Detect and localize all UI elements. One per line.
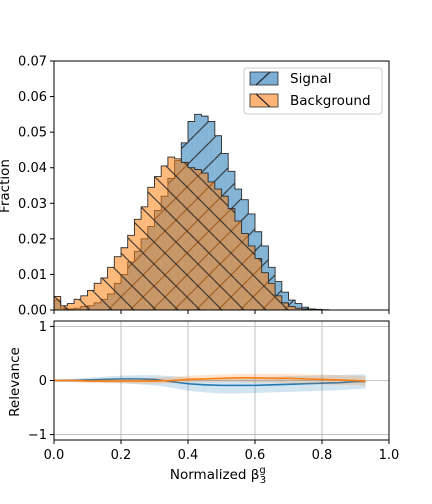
top-y-tick-label: 0.01: [18, 268, 47, 283]
histogram-bar-hatch: [121, 247, 128, 310]
x-axis-label-sup: g: [259, 465, 265, 476]
histogram-bar-hatch: [141, 206, 148, 310]
histogram-bar-hatch: [288, 300, 296, 310]
histogram-bar-hatch: [181, 162, 188, 310]
top-y-tick-label: 0.03: [18, 197, 47, 212]
histogram-bar-hatch: [201, 173, 209, 310]
histogram-bar-hatch: [214, 189, 222, 310]
histogram-bar-hatch: [107, 267, 115, 310]
bottom-x-tick-label: 0.0: [44, 448, 65, 463]
histogram-bar-hatch: [281, 292, 289, 310]
legend-hatch-signal: [255, 71, 271, 86]
legend: Signal Background: [243, 67, 383, 115]
histogram-bar-hatch: [228, 208, 235, 310]
top-x-ticks: [53, 310, 390, 314]
histogram-bar-hatch: [248, 245, 255, 310]
histogram-bar-hatch: [188, 167, 195, 310]
legend-label-signal: Signal: [290, 71, 331, 87]
histogram-outline-background: [54, 156, 389, 310]
histogram-bars: [54, 113, 389, 310]
top-y-tick-label: 0.07: [18, 55, 47, 70]
bottom-x-tick-label: 0.4: [178, 448, 199, 463]
top-y-tick-label: 0.02: [18, 232, 47, 247]
legend-box: [243, 67, 383, 115]
histogram-bar-hatch: [234, 221, 242, 310]
bottom-x-tick-label: 0.8: [312, 448, 333, 463]
legend-hatch-background: [255, 93, 271, 108]
top-y-tick-label: 0.05: [18, 126, 47, 141]
histogram-bar-hatch: [94, 283, 101, 310]
top-y-axis-label: Fraction: [0, 159, 13, 213]
histogram-bar-hatch: [241, 233, 249, 310]
x-axis-label-sub: 3: [260, 475, 266, 486]
top-plot-frame: [53, 60, 390, 311]
bottom-x-ticks: 0.0 0.2 0.4 0.6 0.8 1.0: [44, 440, 400, 463]
histogram-bar-hatch: [54, 296, 61, 310]
relevance-line-signal: [54, 378, 366, 387]
histogram-bar-hatch: [288, 306, 296, 310]
histogram-bar-hatch: [114, 256, 121, 310]
relevance-series-background: [54, 374, 366, 386]
relevance-series: [54, 374, 366, 394]
relevance-series-signal: [54, 374, 366, 394]
histogram-bar-hatch: [87, 290, 95, 310]
legend-swatch-background: [249, 93, 279, 108]
top-y-tick-label: 0.06: [18, 90, 47, 105]
histogram-bar-hatch: [80, 295, 88, 310]
histogram-bar-hatch: [301, 308, 309, 310]
bottom-x-tick-label: 0.2: [111, 448, 132, 463]
histogram-bar-hatch: [60, 305, 68, 310]
histogram-bar-hatch: [221, 196, 229, 310]
histogram-bar-hatch: [268, 283, 276, 310]
legend-item-background: Background: [249, 93, 371, 109]
histogram-bar-hatch: [275, 295, 282, 310]
histogram-bar-hatch: [67, 303, 75, 310]
histogram-bar-hatch: [167, 157, 175, 310]
relevance-line-background: [54, 376, 366, 382]
histogram-bar-hatch: [100, 277, 108, 310]
relevance-band-background: [54, 374, 366, 386]
histogram-series-background: [54, 156, 389, 310]
relevance-panel: 1 0 −1 0.0 0.2 0.4 0.6 0.8 1.0 Relevance Normal…: [7, 320, 399, 486]
bottom-y-tick-label: 1: [39, 320, 47, 335]
histogram-bar-hatch: [154, 176, 162, 310]
histogram-bar-hatch: [74, 299, 81, 310]
bottom-x-tick-label: 0.6: [245, 448, 266, 463]
histogram-bar-hatch: [161, 165, 168, 310]
histogram-bar-hatch: [261, 272, 269, 310]
legend-label-background: Background: [290, 93, 371, 109]
histogram-bar-hatch: [255, 258, 262, 310]
top-y-tick-label: 0.00: [18, 304, 47, 319]
legend-item-signal: Signal: [249, 71, 331, 87]
histogram-bar-hatch: [295, 308, 302, 310]
bottom-y-tick-label: 0: [39, 374, 47, 389]
top-y-tick-label: 0.04: [18, 161, 47, 176]
bottom-y-ticks: 1 0 −1: [28, 320, 54, 443]
bottom-x-axis-label: Normalized βg 3: [170, 465, 266, 486]
histogram-bar-hatch: [127, 235, 135, 310]
histogram-bar-hatch: [194, 169, 202, 310]
histogram-bar-hatch: [147, 187, 155, 310]
histogram-bar-hatch: [281, 302, 289, 310]
histogram-bar-hatch: [295, 303, 302, 310]
histogram-panel: 0.00 0.01 0.02 0.03 0.04 0.05 0.06 0.07 Fractio…: [0, 55, 390, 319]
histogram-bar-hatch: [208, 181, 215, 310]
top-y-ticks: 0.00 0.01 0.02 0.03 0.04 0.05 0.06 0.07: [18, 55, 54, 319]
bottom-x-tick-label: 1.0: [379, 448, 400, 463]
bottom-y-tick-label: −1: [28, 428, 47, 443]
legend-swatch-signal: [249, 71, 279, 86]
histogram-bar-hatch: [134, 219, 142, 310]
histogram-bar-hatch: [174, 158, 182, 310]
x-axis-label-main: Normalized β: [170, 467, 259, 483]
bottom-y-axis-label: Relevance: [7, 347, 23, 417]
